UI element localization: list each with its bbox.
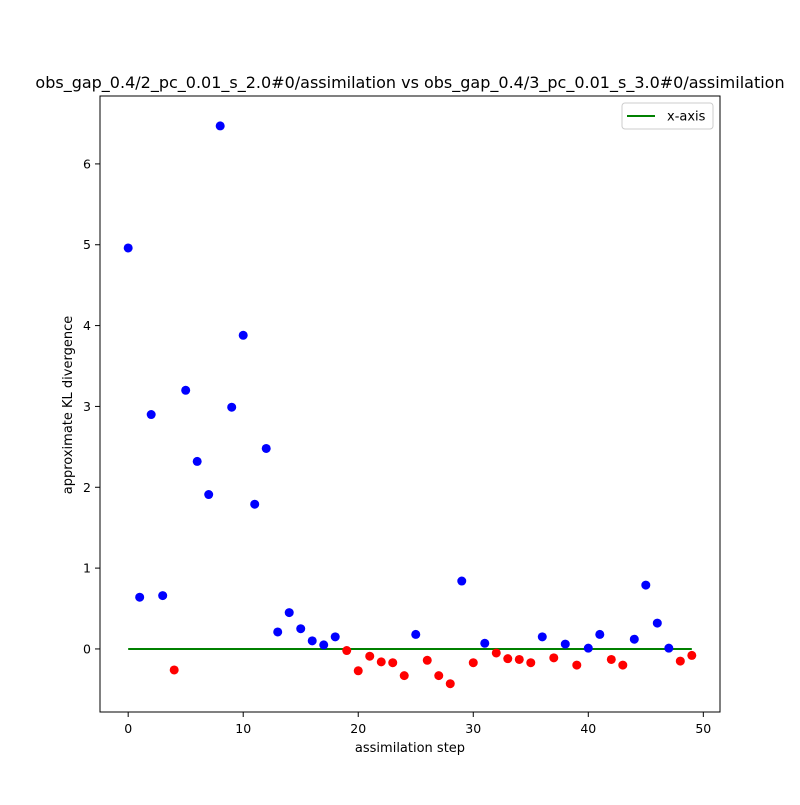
data-point xyxy=(135,592,145,602)
data-point xyxy=(434,671,444,681)
y-tick-label: 3 xyxy=(83,399,91,414)
data-point xyxy=(480,638,490,648)
data-point xyxy=(549,653,559,663)
data-point xyxy=(618,660,628,670)
y-tick-label: 0 xyxy=(83,641,91,656)
data-point xyxy=(158,591,168,601)
data-point xyxy=(560,639,570,649)
y-tick-label: 4 xyxy=(83,318,91,333)
data-point xyxy=(595,629,605,639)
x-tick-label: 40 xyxy=(580,721,596,736)
data-point xyxy=(537,632,547,642)
x-tick-label: 20 xyxy=(350,721,366,736)
data-point xyxy=(250,499,260,509)
data-point xyxy=(215,121,225,131)
x-tick-label: 30 xyxy=(465,721,481,736)
data-point xyxy=(169,665,179,675)
data-point xyxy=(572,660,582,670)
data-point xyxy=(227,402,237,412)
data-point xyxy=(330,632,340,642)
data-point xyxy=(641,580,651,590)
data-point xyxy=(675,656,685,666)
legend: x-axis xyxy=(621,102,714,130)
data-point xyxy=(273,627,283,637)
data-point xyxy=(468,658,478,668)
data-point xyxy=(353,666,363,676)
data-point xyxy=(629,634,639,644)
data-point xyxy=(284,608,294,618)
x-axis-label: assimilation step xyxy=(355,741,465,756)
y-tick-label: 2 xyxy=(83,480,91,495)
x-tick-label: 50 xyxy=(695,721,711,736)
data-point xyxy=(181,385,191,395)
data-point xyxy=(687,650,697,660)
data-point xyxy=(399,671,409,681)
data-point xyxy=(445,679,455,689)
data-point xyxy=(261,443,271,453)
plot-area: 0 10 20 30 40 50 0 1 2 3 4 5 6 xyxy=(83,95,721,736)
data-point xyxy=(146,410,156,420)
y-axis-label: approximate KL divergence xyxy=(61,316,76,494)
data-point xyxy=(652,618,662,628)
data-point xyxy=(457,576,467,586)
data-point xyxy=(491,648,501,658)
data-point xyxy=(365,651,375,661)
y-tick-label: 6 xyxy=(83,156,91,171)
data-point xyxy=(526,658,536,668)
data-point xyxy=(606,654,616,664)
x-tick-label: 0 xyxy=(124,721,132,736)
data-point xyxy=(503,654,513,664)
data-point xyxy=(514,654,524,664)
data-point xyxy=(204,490,214,500)
data-point xyxy=(664,643,674,653)
data-point xyxy=(123,243,133,253)
x-tick-label: 10 xyxy=(235,721,251,736)
data-point xyxy=(192,456,202,466)
data-point xyxy=(388,658,398,668)
data-point xyxy=(307,636,317,646)
chart-title: obs_gap_0.4/2_pc_0.01_s_2.0#0/assimilati… xyxy=(35,73,784,93)
axes-frame xyxy=(99,95,721,713)
data-point xyxy=(296,624,306,634)
legend-label: x-axis xyxy=(667,110,706,125)
data-point xyxy=(342,646,352,656)
data-point xyxy=(319,640,329,650)
data-point xyxy=(376,657,386,667)
data-point xyxy=(583,643,593,653)
y-tick-label: 5 xyxy=(83,237,91,252)
data-point xyxy=(422,655,432,665)
y-tick-label: 1 xyxy=(83,561,91,576)
data-point xyxy=(411,629,421,639)
legend-box xyxy=(621,102,714,130)
data-point xyxy=(238,330,248,340)
